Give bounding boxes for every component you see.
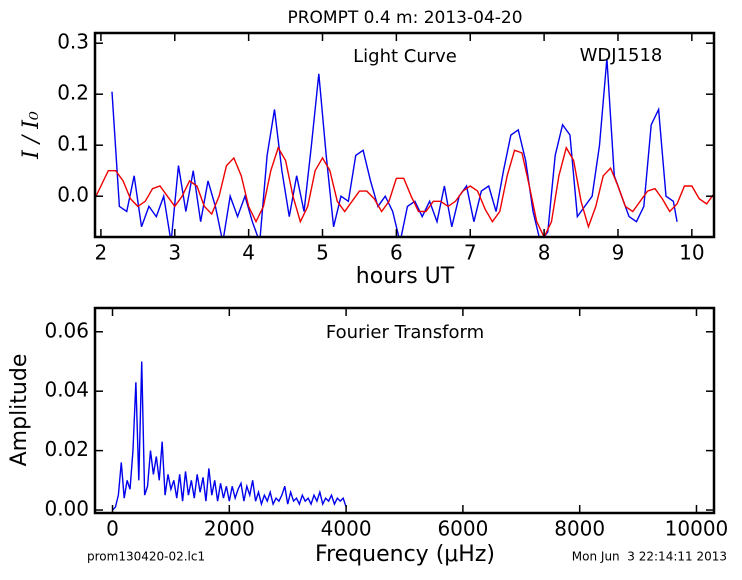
x-tick-label: 8000 <box>554 517 605 541</box>
x-tick-label: 10000 <box>665 517 729 541</box>
y-tick-label: 0.06 <box>44 318 89 342</box>
x-tick-label: 6000 <box>437 517 488 541</box>
plot-frame <box>93 31 716 239</box>
figure-title: PROMPT 0.4 m: 2013-04-20 <box>287 8 522 28</box>
annotation: Fourier Transform <box>326 322 484 343</box>
y-tick-label: 0.04 <box>44 378 89 402</box>
y-tick-label: 0.3 <box>57 30 89 54</box>
x-tick-label: 8 <box>538 241 551 265</box>
series-line <box>95 145 714 237</box>
y-tick-label: 0.00 <box>44 497 89 521</box>
x-tick-label: 6 <box>390 241 403 265</box>
x-axis-label: Frequency (μHz) <box>315 542 495 567</box>
y-tick-label: 0.2 <box>57 81 89 105</box>
annotation: WDJ1518 <box>580 45 663 66</box>
series-line <box>112 361 347 511</box>
x-tick-label: 2 <box>95 241 108 265</box>
x-tick-label: 5 <box>316 241 329 265</box>
series-line <box>111 58 678 237</box>
x-tick-label: 9 <box>612 241 625 265</box>
y-tick-label: 0.1 <box>57 132 89 156</box>
footer-file: prom130420-02.lc1 <box>87 550 205 564</box>
footer-date: Mon Jun 3 22:14:11 2013 <box>572 550 727 564</box>
x-tick-label: 4 <box>242 241 255 265</box>
x-tick-label: 3 <box>168 241 181 265</box>
plot-frame <box>93 306 716 515</box>
y-tick-label: 0.02 <box>44 437 89 461</box>
x-tick-label: 10 <box>679 241 704 265</box>
x-tick-label: 0 <box>106 517 119 541</box>
annotation: Light Curve <box>353 46 457 67</box>
x-tick-label: 7 <box>464 241 477 265</box>
y-axis-label: Amplitude <box>7 354 32 467</box>
x-tick-label: 2000 <box>204 517 255 541</box>
y-axis-label: I / I₀ <box>19 111 44 160</box>
x-tick-label: 4000 <box>321 517 372 541</box>
y-tick-label: 0.0 <box>57 183 89 207</box>
x-axis-label: hours UT <box>356 264 455 289</box>
